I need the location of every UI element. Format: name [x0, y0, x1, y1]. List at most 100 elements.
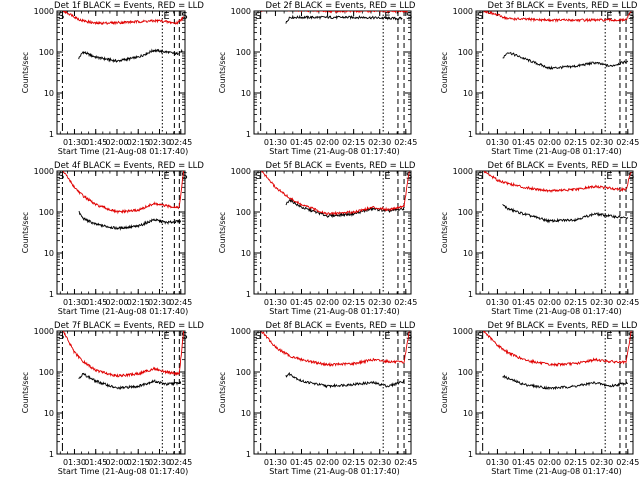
- detector-panel-4: Det 4f BLACK = Events, RED = LLD 1 10 100 10…: [21, 161, 204, 316]
- x-axis-label: Start Time (21-Aug-08 01:17:40): [58, 307, 189, 316]
- marker-label-s: S: [406, 11, 412, 22]
- y-tick-label: 100: [236, 208, 251, 217]
- marker-label-s: S: [255, 11, 261, 22]
- events-series-line: [502, 374, 628, 391]
- y-tick-label: 1000: [34, 167, 54, 176]
- x-tick-label: 01:45: [512, 458, 535, 467]
- x-tick-label: 02:15: [127, 138, 150, 147]
- y-tick-label: 100: [39, 368, 54, 377]
- marker-label-s: S: [58, 171, 64, 182]
- x-tick-label: 02:45: [169, 138, 192, 147]
- x-tick-label: 01:30: [486, 458, 509, 467]
- y-tick-label: 10: [463, 409, 473, 418]
- x-tick-label: 01:45: [84, 138, 107, 147]
- marker-label-e: E: [384, 331, 390, 342]
- marker-label-s: S: [406, 331, 412, 342]
- x-axis-label: Start Time (21-Aug-08 01:17:40): [58, 467, 189, 476]
- marker-label-s: S: [628, 331, 634, 342]
- panel-title: Det 2f BLACK = Events, RED = LLD: [266, 1, 416, 11]
- marker-label-e: E: [163, 11, 169, 22]
- x-tick-label: 02:00: [105, 138, 128, 147]
- x-axis-label: Start Time (21-Aug-08 01:17:40): [491, 307, 622, 316]
- marker-label-s: S: [477, 171, 483, 182]
- y-axis-label: Counts/sec: [440, 52, 449, 93]
- y-tick-label: 1: [246, 130, 251, 139]
- detector-panel-9: Det 9f BLACK = Events, RED = LLD 1 10 100 10…: [440, 321, 639, 476]
- plot-frame: [56, 330, 186, 455]
- x-tick-label: 02:00: [316, 138, 339, 147]
- x-tick-label: 02:30: [148, 458, 171, 467]
- y-tick-label: 1000: [453, 7, 473, 16]
- x-tick-label: 02:00: [105, 298, 128, 307]
- marker-label-s: S: [181, 171, 187, 182]
- x-tick-label: 02:45: [394, 138, 417, 147]
- y-tick-label: 10: [241, 409, 251, 418]
- detector-panel-6: Det 6f BLACK = Events, RED = LLD 1 10 100 10…: [440, 161, 639, 316]
- x-axis-label: Start Time (21-Aug-08 01:17:40): [491, 467, 622, 476]
- x-tick-label: 02:45: [616, 458, 639, 467]
- plot-frame: [475, 10, 634, 135]
- y-tick-label: 100: [458, 48, 473, 57]
- x-tick-label: 02:15: [564, 298, 587, 307]
- x-tick-label: 01:45: [290, 458, 313, 467]
- events-series-line: [502, 204, 629, 224]
- events-series-line: [502, 51, 629, 70]
- y-tick-label: 1: [49, 130, 54, 139]
- panel-title: Det 1f BLACK = Events, RED = LLD: [54, 1, 204, 11]
- panel-title: Det 9f BLACK = Events, RED = LLD: [488, 321, 638, 331]
- x-tick-label: 02:15: [564, 138, 587, 147]
- x-tick-label: 02:30: [148, 138, 171, 147]
- detector-panel-5: Det 5f BLACK = Events, RED = LLD 1 10 100 10…: [218, 161, 417, 316]
- marker-label-s: S: [477, 11, 483, 22]
- x-tick-label: 01:30: [63, 138, 86, 147]
- y-axis-label: Counts/sec: [21, 52, 30, 93]
- marker-label-e: E: [384, 11, 390, 22]
- y-tick-label: 1000: [231, 327, 251, 336]
- x-axis-label: Start Time (21-Aug-08 01:17:40): [269, 467, 400, 476]
- x-tick-label: 02:30: [590, 458, 613, 467]
- y-tick-label: 100: [236, 368, 251, 377]
- y-axis-label: Counts/sec: [440, 372, 449, 413]
- events-series-line: [78, 210, 182, 231]
- y-tick-label: 1000: [231, 167, 251, 176]
- x-tick-label: 02:30: [368, 138, 391, 147]
- y-tick-label: 10: [241, 89, 251, 98]
- panel-title: Det 4f BLACK = Events, RED = LLD: [54, 161, 204, 171]
- marker-label-e: E: [606, 11, 612, 22]
- y-tick-label: 1: [49, 450, 54, 459]
- y-axis-label: Counts/sec: [218, 52, 227, 93]
- panel-title: Det 7f BLACK = Events, RED = LLD: [54, 321, 204, 331]
- panel-title: Det 5f BLACK = Events, RED = LLD: [266, 161, 416, 171]
- detector-panel-2: Det 2f BLACK = Events, RED = LLD 1 10 100 10…: [218, 1, 417, 156]
- x-tick-label: 01:45: [512, 138, 535, 147]
- detector-panel-3: Det 3f BLACK = Events, RED = LLD 1 10 100 10…: [440, 1, 639, 156]
- marker-label-e: E: [606, 171, 612, 182]
- plot-frame: [56, 10, 186, 135]
- y-tick-label: 1000: [231, 7, 251, 16]
- marker-label-e: E: [163, 171, 169, 182]
- x-axis-label: Start Time (21-Aug-08 01:17:40): [58, 147, 189, 156]
- y-tick-label: 10: [241, 249, 251, 258]
- marker-label-s: S: [58, 11, 64, 22]
- y-tick-label: 1000: [34, 327, 54, 336]
- x-tick-label: 02:15: [342, 298, 365, 307]
- marker-label-s: S: [255, 331, 261, 342]
- marker-label-s: S: [406, 171, 412, 182]
- detector-panel-8: Det 8f BLACK = Events, RED = LLD 1 10 100 10…: [218, 321, 417, 476]
- lld-series-line: [63, 11, 184, 26]
- y-tick-label: 100: [39, 208, 54, 217]
- lld-series-line: [261, 331, 410, 367]
- marker-label-s: S: [181, 331, 187, 342]
- marker-label-s: S: [628, 11, 634, 22]
- x-tick-label: 02:00: [105, 458, 128, 467]
- x-tick-label: 02:45: [616, 138, 639, 147]
- x-tick-label: 02:30: [368, 458, 391, 467]
- lld-series-line: [62, 331, 185, 378]
- marker-label-s: S: [628, 171, 634, 182]
- y-tick-label: 10: [44, 249, 54, 258]
- marker-label-s: S: [58, 331, 64, 342]
- plot-frame: [253, 10, 412, 135]
- x-tick-label: 02:00: [538, 298, 561, 307]
- x-axis-label: Start Time (21-Aug-08 01:17:40): [491, 147, 622, 156]
